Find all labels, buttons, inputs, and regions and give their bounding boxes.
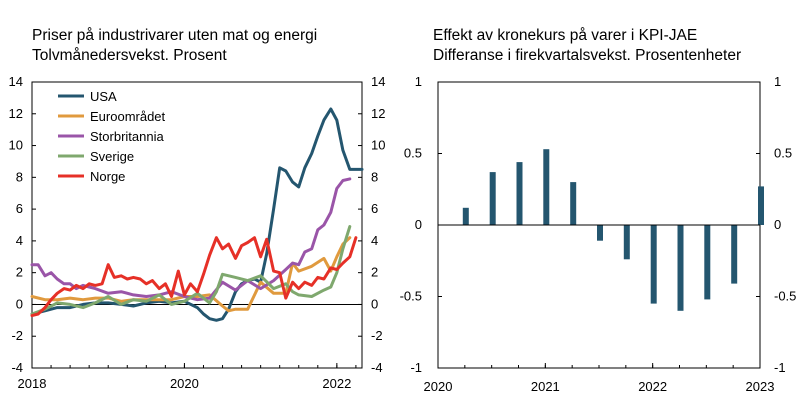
- bar: [704, 225, 711, 300]
- bar: [597, 225, 603, 241]
- left-y-tick-label-right: 2: [371, 265, 378, 280]
- right-y-tick-label-right: -1: [774, 360, 786, 375]
- left-x-tick-label: 2018: [18, 376, 47, 391]
- right-y-tick-label-right: 0.5: [774, 146, 792, 161]
- left-y-tick-label-right: 12: [371, 106, 385, 121]
- left-y-tick-label-right: 4: [371, 233, 378, 248]
- series-line-sverige: [30, 225, 352, 316]
- bar: [758, 186, 764, 225]
- bar: [623, 225, 630, 260]
- series-line-norge: [30, 236, 358, 318]
- bar: [650, 225, 657, 304]
- right-y-tick-label: -1: [410, 360, 422, 375]
- right-x-tick-label: 2022: [638, 379, 667, 394]
- left-x-tick-label: 2022: [322, 376, 351, 391]
- right-y-tick-label: 0: [415, 217, 422, 232]
- legend-label-storbritannia: Storbritannia: [90, 129, 164, 144]
- left-y-tick-label: 6: [16, 201, 23, 216]
- right-y-tick-label-right: -0.5: [774, 289, 796, 304]
- right-chart-title-block: Effekt av kronekurs på varer i KPI-JAE D…: [433, 26, 741, 66]
- bar: [677, 225, 684, 311]
- bar: [516, 162, 523, 225]
- left-x-tick-label: 2020: [170, 376, 199, 391]
- left-y-tick-label: 4: [16, 233, 23, 248]
- right-x-tick-label: 2023: [746, 379, 775, 394]
- series-line-storbritannia: [30, 177, 352, 302]
- right-chart-title: Effekt av kronekurs på varer i KPI-JAE: [433, 27, 698, 44]
- left-y-tick-label-right: 6: [371, 201, 378, 216]
- left-y-tick-label: 10: [9, 138, 23, 153]
- left-y-tick-label: 0: [16, 296, 23, 311]
- right-y-tick-label: 0.5: [404, 146, 422, 161]
- right-x-tick-label: 2021: [531, 379, 560, 394]
- bar: [543, 149, 550, 225]
- right-chart-subtitle: Differanse i firekvartalsvekst. Prosente…: [433, 47, 742, 64]
- left-y-tick-label: 14: [9, 74, 23, 89]
- left-y-tick-label-right: -4: [371, 360, 383, 375]
- bar: [489, 172, 496, 225]
- legend-label-euroområdet: Euroområdet: [90, 109, 166, 124]
- left-y-tick-label-right: -2: [371, 328, 383, 343]
- right-y-tick-label-right: 1: [774, 74, 781, 89]
- bar: [570, 182, 577, 225]
- left-plot-frame: [31, 81, 363, 369]
- right-y-tick-label: 1: [415, 74, 422, 89]
- right-y-tick-label: -0.5: [400, 289, 422, 304]
- left-y-tick-label: 2: [16, 265, 23, 280]
- bar: [731, 225, 738, 284]
- legend-label-sverige: Sverige: [90, 149, 134, 164]
- left-chart-subtitle: Tolvmånedersvekst. Prosent: [32, 47, 227, 64]
- right-y-tick-label-right: 0: [774, 217, 781, 232]
- left-chart-title: Priser på industrivarer uten mat og ener…: [32, 27, 318, 44]
- series-line-euroområdet: [30, 236, 352, 313]
- left-y-tick-label: 12: [9, 106, 23, 121]
- bar: [462, 207, 469, 225]
- right-x-tick-label: 2020: [424, 379, 453, 394]
- left-y-tick-label: -2: [11, 328, 23, 343]
- legend-label-usa: USA: [90, 89, 117, 104]
- left-y-tick-label: 8: [16, 169, 23, 184]
- left-y-tick-label-right: 10: [371, 138, 385, 153]
- legend-label-norge: Norge: [90, 169, 125, 184]
- left-y-tick-label-right: 8: [371, 169, 378, 184]
- left-y-tick-label-right: 14: [371, 74, 385, 89]
- left-y-tick-label-right: 0: [371, 296, 378, 311]
- left-chart-title-block: Priser på industrivarer uten mat og ener…: [32, 26, 317, 66]
- left-y-tick-label: -4: [11, 360, 23, 375]
